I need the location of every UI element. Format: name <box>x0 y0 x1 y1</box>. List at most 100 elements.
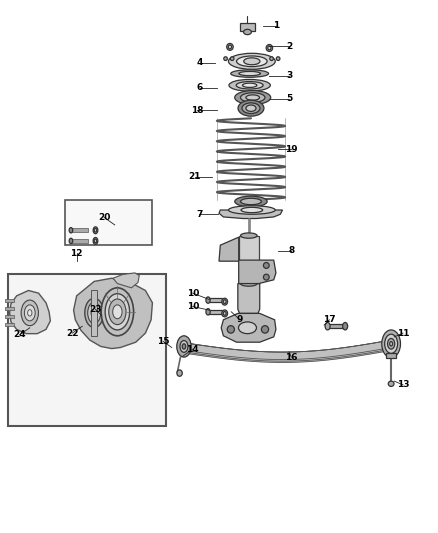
Ellipse shape <box>270 57 273 60</box>
Text: 10: 10 <box>187 302 199 311</box>
Bar <box>71 239 88 243</box>
Polygon shape <box>113 273 139 288</box>
Ellipse shape <box>244 29 251 35</box>
Ellipse shape <box>177 336 191 357</box>
Polygon shape <box>219 237 239 261</box>
Ellipse shape <box>276 57 280 60</box>
Ellipse shape <box>177 370 182 376</box>
Polygon shape <box>74 278 152 349</box>
Ellipse shape <box>21 300 39 326</box>
Ellipse shape <box>105 294 130 330</box>
Text: 2: 2 <box>286 42 292 51</box>
Bar <box>386 353 396 358</box>
Ellipse shape <box>101 288 134 336</box>
Ellipse shape <box>93 227 98 233</box>
Bar <box>8 274 166 426</box>
Ellipse shape <box>93 238 98 244</box>
Bar <box>65 200 152 245</box>
Ellipse shape <box>69 228 73 233</box>
Text: 14: 14 <box>187 345 199 353</box>
Bar <box>240 23 255 31</box>
Ellipse shape <box>180 341 188 352</box>
Text: 9: 9 <box>237 316 243 324</box>
Ellipse shape <box>228 45 232 49</box>
Ellipse shape <box>388 338 395 349</box>
Ellipse shape <box>240 233 257 238</box>
Polygon shape <box>238 284 260 313</box>
Ellipse shape <box>91 308 97 318</box>
Ellipse shape <box>235 91 271 104</box>
Ellipse shape <box>223 311 226 316</box>
Text: 8: 8 <box>288 246 294 255</box>
Ellipse shape <box>227 326 234 333</box>
Polygon shape <box>10 290 50 334</box>
Bar <box>327 324 345 328</box>
Ellipse shape <box>385 334 398 353</box>
Ellipse shape <box>25 305 35 321</box>
Bar <box>239 236 259 284</box>
Polygon shape <box>219 210 283 219</box>
Ellipse shape <box>94 229 97 232</box>
Bar <box>5 299 14 302</box>
Ellipse shape <box>238 322 257 334</box>
Text: 22: 22 <box>66 329 78 337</box>
Ellipse shape <box>230 57 234 60</box>
Ellipse shape <box>88 302 101 324</box>
Ellipse shape <box>229 206 275 214</box>
Ellipse shape <box>229 79 270 91</box>
Text: 13: 13 <box>397 381 409 389</box>
Text: 11: 11 <box>397 329 409 337</box>
Text: 10: 10 <box>187 289 199 297</box>
Ellipse shape <box>229 53 275 69</box>
Ellipse shape <box>261 326 268 333</box>
Bar <box>5 315 14 318</box>
Ellipse shape <box>85 298 103 327</box>
Bar <box>5 323 14 326</box>
Bar <box>208 298 222 302</box>
Ellipse shape <box>237 56 267 67</box>
Text: 19: 19 <box>285 145 297 154</box>
Ellipse shape <box>223 300 226 304</box>
Ellipse shape <box>243 83 257 87</box>
Ellipse shape <box>182 344 186 349</box>
Ellipse shape <box>241 207 263 213</box>
Ellipse shape <box>242 103 260 114</box>
Text: 15: 15 <box>157 337 169 345</box>
Ellipse shape <box>382 330 400 358</box>
Ellipse shape <box>244 58 260 65</box>
Ellipse shape <box>240 93 265 102</box>
Ellipse shape <box>246 105 256 111</box>
Ellipse shape <box>238 100 264 116</box>
Text: 1: 1 <box>273 21 279 30</box>
Ellipse shape <box>325 322 330 330</box>
Polygon shape <box>239 260 276 284</box>
Ellipse shape <box>227 44 233 51</box>
Ellipse shape <box>109 299 126 325</box>
Bar <box>208 310 222 314</box>
Ellipse shape <box>94 239 97 243</box>
Ellipse shape <box>390 342 392 346</box>
Ellipse shape <box>235 196 267 207</box>
Bar <box>5 307 14 310</box>
Ellipse shape <box>222 298 228 305</box>
Text: 6: 6 <box>197 84 203 92</box>
Bar <box>91 290 97 336</box>
Ellipse shape <box>206 297 210 303</box>
Ellipse shape <box>266 45 272 51</box>
Ellipse shape <box>69 238 73 244</box>
Ellipse shape <box>343 322 348 330</box>
Ellipse shape <box>388 381 394 386</box>
Text: 23: 23 <box>89 305 102 313</box>
Ellipse shape <box>231 70 268 77</box>
Text: 7: 7 <box>196 210 202 219</box>
Ellipse shape <box>222 310 228 317</box>
Ellipse shape <box>28 310 32 316</box>
Ellipse shape <box>113 305 122 319</box>
Text: 4: 4 <box>197 59 203 67</box>
Ellipse shape <box>263 263 269 269</box>
Ellipse shape <box>263 274 269 280</box>
Text: 16: 16 <box>285 353 297 361</box>
Ellipse shape <box>240 281 257 286</box>
Ellipse shape <box>239 71 261 76</box>
Text: 18: 18 <box>191 106 203 115</box>
